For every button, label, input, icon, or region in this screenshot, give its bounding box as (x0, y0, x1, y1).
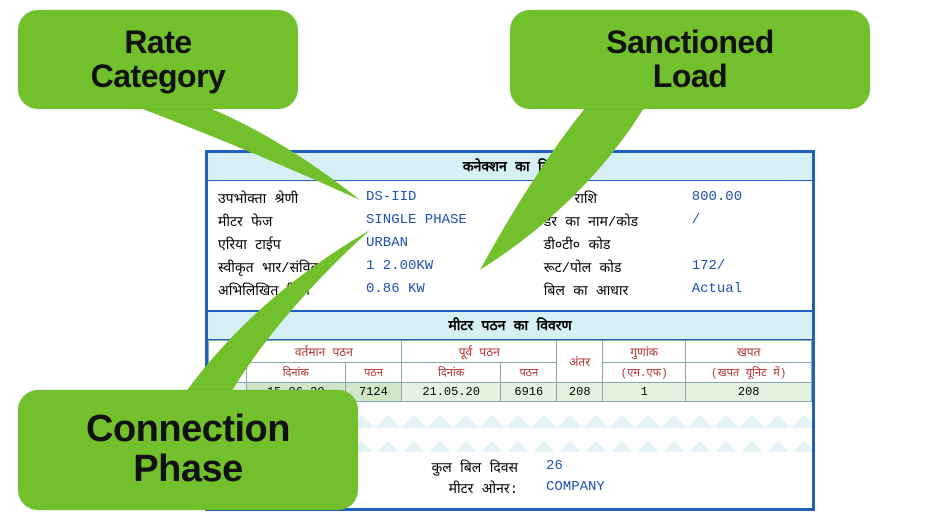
th-mf: गुणांक (603, 341, 686, 363)
cell-prev-read: 6916 (501, 383, 557, 402)
connection-left-column: उपभोक्ता श्रेणी DS-IID मीटर फेज SINGLE P… (218, 189, 534, 300)
label-route-pole: रूट/पोल कोड (544, 258, 684, 277)
value-security-deposit: 800.00 (692, 189, 742, 208)
callout-sanc-line2: Load (536, 60, 844, 94)
row-recorded-demand: अभिलिखित डिमा 0.86 KW (218, 281, 534, 300)
th-cons-sub: (खपत यूनिट में) (686, 363, 812, 383)
row-sanctioned-load: स्वीकृत भार/संविदा 1 2.00KW (218, 258, 534, 277)
th-prev-read: पठन (501, 363, 557, 383)
th-meter: मीट (209, 341, 247, 383)
connection-details-header: कनेक्शन का विव (208, 153, 812, 181)
callout-sanc-line1: Sanctioned (536, 26, 844, 60)
connection-right-column: जमा राशि 800.00 डर का नाम/कोड / डी०टी० क… (544, 189, 802, 300)
callout-rate-line2: Category (44, 60, 272, 94)
callout-rate-category: Rate Category (18, 10, 298, 109)
row-area-type: एरिया टाईप URBAN (218, 235, 534, 254)
label-recorded-demand: अभिलिखित डिमा (218, 281, 358, 300)
label-area-type: एरिया टाईप (218, 235, 358, 254)
callout-conn-line1: Connection (42, 410, 334, 450)
value-recorded-demand: 0.86 KW (366, 281, 425, 300)
value-route-pole: 172/ (692, 258, 726, 277)
th-prev-date: दिनांक (402, 363, 501, 383)
th-diff: अंतर (557, 341, 603, 383)
cell-diff: 208 (557, 383, 603, 402)
row-consumer-category: उपभोक्ता श्रेणी DS-IID (218, 189, 534, 208)
th-current: वर्तमान पठन (246, 341, 401, 363)
cell-prev-date: 21.05.20 (402, 383, 501, 402)
value-feeder-name: / (692, 212, 700, 231)
meter-reading-header: मीटर पठन का विवरण (208, 312, 812, 340)
connection-details-body: उपभोक्ता श्रेणी DS-IID मीटर फेज SINGLE P… (208, 181, 812, 310)
row-security-deposit: जमा राशि 800.00 (544, 189, 802, 208)
cell-mf: 1 (603, 383, 686, 402)
cell-cons: 208 (686, 383, 812, 402)
row-meter-phase: मीटर फेज SINGLE PHASE (218, 212, 534, 231)
label-security-deposit: जमा राशि (544, 189, 684, 208)
th-previous: पूर्व पठन (402, 341, 557, 363)
th-cons: खपत (686, 341, 812, 363)
th-cur-date: दिनांक (246, 363, 345, 383)
th-mf-sub: (एम.एफ) (603, 363, 686, 383)
label-feeder-name: डर का नाम/कोड (544, 212, 684, 231)
callout-sanctioned-load: Sanctioned Load (510, 10, 870, 109)
callout-rate-line1: Rate (44, 26, 272, 60)
callout-conn-line2: Phase (42, 450, 334, 490)
row-bill-basis: बिल का आधार Actual (544, 281, 802, 300)
value-sanctioned-load: 1 2.00KW (366, 258, 433, 277)
label-dt-code: डी०टी० कोड (544, 235, 684, 254)
label-sanctioned-load: स्वीकृत भार/संविदा (218, 258, 358, 277)
value-consumer-category: DS-IID (366, 189, 416, 208)
value-total-bill-days: 26 (546, 458, 563, 477)
th-cur-read: पठन (345, 363, 401, 383)
row-feeder-name: डर का नाम/कोड / (544, 212, 802, 231)
label-meter-phase: मीटर फेज (218, 212, 358, 231)
label-consumer-category: उपभोक्ता श्रेणी (218, 189, 358, 208)
row-route-pole: रूट/पोल कोड 172/ (544, 258, 802, 277)
value-area-type: URBAN (366, 235, 408, 254)
row-dt-code: डी०टी० कोड (544, 235, 802, 254)
value-meter-owner: COMPANY (546, 479, 605, 498)
label-bill-basis: बिल का आधार (544, 281, 684, 300)
value-meter-phase: SINGLE PHASE (366, 212, 467, 231)
callout-connection-phase: Connection Phase (18, 390, 358, 510)
value-bill-basis: Actual (692, 281, 742, 300)
